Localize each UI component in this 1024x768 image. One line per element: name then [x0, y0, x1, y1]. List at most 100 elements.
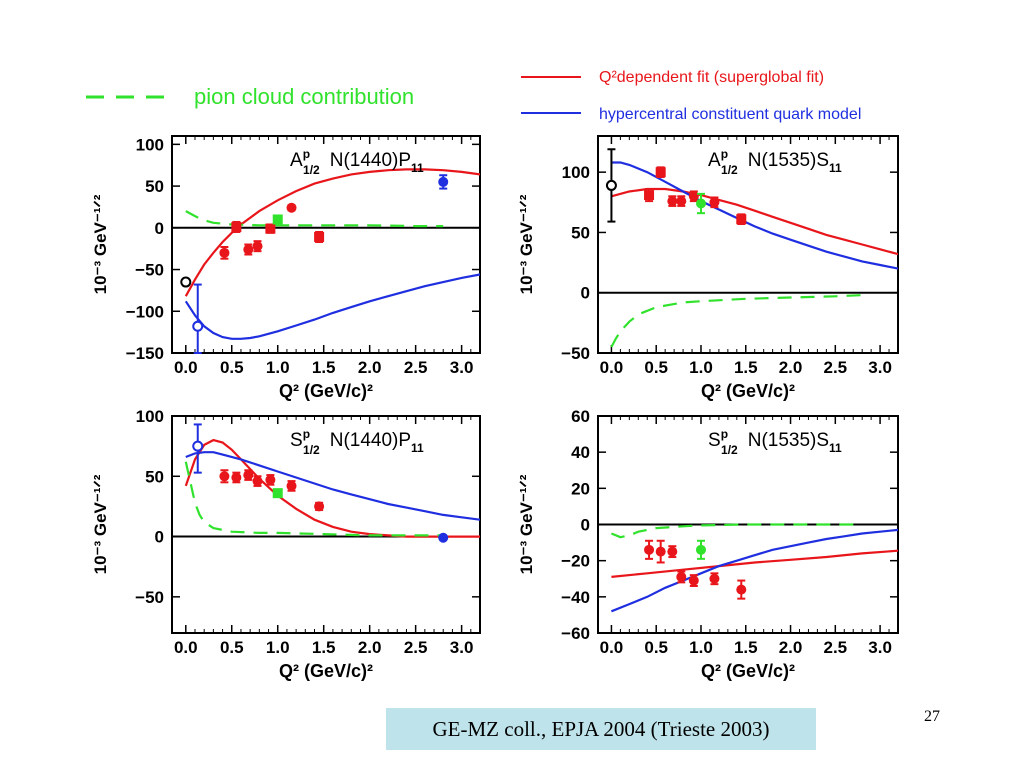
x-tick-label: 0.5 — [220, 358, 244, 377]
y-tick-label: 20 — [571, 479, 590, 498]
data-point — [667, 196, 678, 207]
y-tick-label: 50 — [145, 467, 164, 486]
x-tick-label: 1.0 — [689, 638, 713, 657]
legend-blue-label: hypercentral constituent quark model — [599, 106, 861, 123]
x-tick-label: 0.5 — [644, 358, 668, 377]
chart-panel-1: 0.0 0.5 1.0 1.5 2.0 2.5 3.0 100 50 0 −50 −100 −150 Ap… — [91, 135, 481, 401]
y-tick-label: −100 — [126, 302, 164, 321]
legend-red-label: Q²dependent fit (superglobal fit) — [599, 69, 824, 86]
citation-text: GE-MZ coll., EPJA 2004 (Trieste 2003) — [432, 716, 770, 741]
y-tick-label: −50 — [135, 261, 164, 280]
data-point — [438, 176, 449, 187]
x-tick-label: 1.0 — [266, 638, 290, 657]
data-point — [243, 470, 254, 481]
x-axis-label: Q² (GeV/c)² — [701, 381, 795, 401]
plot-area — [184, 438, 480, 538]
panel-label: Sp 1/2 N(1440)P11 — [290, 427, 424, 457]
y-tick-label: 0 — [581, 516, 590, 535]
y-tick-label: −50 — [561, 344, 590, 363]
series-line-red — [611, 549, 898, 578]
x-tick-label: 0.5 — [644, 638, 668, 657]
y-tick-label: 100 — [136, 407, 164, 426]
x-tick-label: 1.5 — [312, 358, 336, 377]
chart-panel-4: 0.0 0.5 1.0 1.5 2.0 2.5 3.0 60 40 20 0 −20 −40 −60 Sp 1… — [517, 407, 899, 681]
panel-label: Ap 1/2 N(1535)S11 — [708, 147, 842, 177]
series-line-blue — [184, 273, 480, 340]
series-line-red — [184, 168, 480, 297]
data-point — [314, 501, 325, 512]
panel-label-state-sub: 11 — [411, 161, 424, 175]
y-tick-label: −20 — [561, 552, 590, 571]
y-axis-label: 10⁻³ GeV⁻¹ᐟ² — [91, 474, 110, 574]
panel-label-main: A — [708, 150, 721, 171]
x-tick-label: 1.5 — [312, 638, 336, 657]
x-tick-label: 0.0 — [600, 638, 624, 657]
data-point-square — [644, 190, 655, 201]
data-point-square — [265, 223, 276, 234]
y-tick-label: 0 — [155, 528, 164, 547]
panel-label-state-sub: 11 — [829, 161, 842, 175]
data-point-square — [655, 167, 666, 178]
y-tick-label: 60 — [571, 407, 590, 426]
panel-label-state: N(1440)P — [330, 430, 411, 451]
panel-label-state-sub: 11 — [829, 441, 842, 455]
panel-label-sup: p — [303, 427, 310, 441]
x-tick-label: 2.5 — [823, 638, 847, 657]
y-axis-label: 10⁻³ GeV⁻¹ᐟ² — [517, 194, 536, 294]
y-tick-label: 0 — [155, 219, 164, 238]
data-point-square — [736, 214, 747, 225]
data-point — [676, 571, 687, 582]
data-point — [438, 532, 449, 543]
x-tick-label: 1.5 — [734, 638, 758, 657]
page-number: 27 — [924, 708, 940, 725]
plot-frame — [597, 135, 899, 354]
x-tick-label: 2.0 — [358, 358, 382, 377]
chart-panel-2: 0.0 0.5 1.0 1.5 2.0 2.5 3.0 100 50 0 −50 Ap 1/2 N(153… — [517, 135, 899, 401]
x-tick-label: 0.5 — [220, 638, 244, 657]
panel-label-sub: 1/2 — [303, 443, 320, 457]
panel-label: Ap 1/2 N(1440)P11 — [290, 147, 424, 177]
panel-label-state: N(1535)S — [748, 430, 829, 451]
citation-box: GE-MZ coll., EPJA 2004 (Trieste 2003) — [386, 708, 816, 750]
legend: pion cloud contribution Q²dependent fit … — [86, 69, 861, 123]
x-tick-label: 2.0 — [358, 638, 382, 657]
x-tick-label: 2.5 — [404, 638, 428, 657]
data-point — [688, 575, 699, 586]
y-tick-label: 100 — [562, 163, 590, 182]
data-point — [265, 474, 276, 485]
series-line-blue — [611, 161, 898, 270]
data-point-square — [272, 488, 283, 499]
y-tick-label: −50 — [135, 588, 164, 607]
data-point — [286, 480, 297, 491]
x-tick-label: 0.0 — [174, 358, 198, 377]
data-point — [695, 198, 706, 209]
data-point — [736, 584, 747, 595]
panel-label-state: N(1440)P — [330, 150, 411, 171]
series-line-green — [184, 461, 444, 537]
x-tick-label: 1.5 — [734, 358, 758, 377]
data-point — [709, 573, 720, 584]
data-point — [676, 196, 687, 207]
data-point-open — [180, 276, 192, 288]
data-point — [709, 197, 720, 208]
x-tick-label: 3.0 — [450, 638, 474, 657]
plot-frame — [171, 135, 481, 354]
plot-frame — [171, 415, 481, 634]
y-tick-label: −60 — [561, 624, 590, 643]
data-point-square — [272, 214, 283, 225]
x-tick-label: 2.0 — [779, 358, 803, 377]
panel-label-sup: p — [721, 147, 728, 161]
panel-label-sub: 1/2 — [721, 443, 738, 457]
x-tick-label: 0.0 — [174, 638, 198, 657]
data-point-open — [605, 179, 617, 191]
y-tick-label: 100 — [136, 135, 164, 154]
data-point-square — [314, 231, 325, 242]
x-axis-label: Q² (GeV/c)² — [279, 661, 373, 681]
series-line-green — [185, 210, 444, 228]
x-axis-label: Q² (GeV/c)² — [701, 661, 795, 681]
x-tick-label: 3.0 — [450, 358, 474, 377]
panel-label-sup: p — [721, 427, 728, 441]
y-tick-label: −40 — [561, 588, 590, 607]
plot-area — [184, 168, 480, 340]
series-line-red — [184, 438, 480, 538]
